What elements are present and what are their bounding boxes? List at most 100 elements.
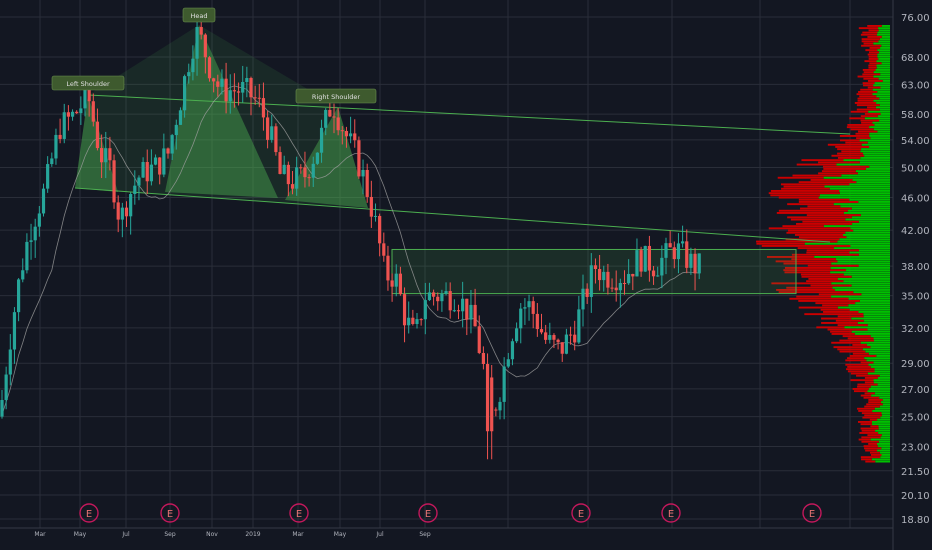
candle [490,364,494,460]
earnings-marker[interactable]: E [79,503,99,523]
candle [432,289,436,306]
volume-bar-down [869,47,881,49]
volume-bar-up [878,425,890,428]
volume-bar-down [831,341,861,344]
volume-bar-down [862,31,878,34]
volume-bar-down [761,245,851,247]
volume-bar-up [845,231,890,234]
candle-body [349,133,353,137]
volume-bar-down [854,102,877,104]
candle-body [178,110,183,125]
volume-bar-up [855,170,890,173]
volume-bar-down [787,203,834,206]
volume-bar-up [858,220,890,223]
candle [236,82,241,106]
candle [402,287,407,343]
volume-bar-up [837,260,890,263]
candle [693,248,697,291]
earnings-marker-circle [661,503,681,523]
volume-bar-down [776,212,844,214]
volume-bar-down [863,77,879,80]
earnings-marker[interactable]: E [160,503,180,523]
candle [589,253,593,313]
volume-bar-up [877,449,890,452]
volume-bar-up [881,454,890,456]
volume-bar-up [882,403,890,406]
candle [158,157,162,185]
volume-bar-down [783,185,825,188]
volume-bar-down [860,394,872,397]
candle-body [610,287,614,289]
candle [564,328,568,355]
volume-bar-up [874,124,890,126]
earnings-marker[interactable]: E [289,503,309,523]
earnings-marker-text: E [668,509,674,520]
earnings-marker[interactable]: E [571,503,591,523]
volume-bar-up [859,161,890,164]
earnings-marker-circle [160,503,180,523]
y-tick-label: 25.00 [901,413,930,424]
volume-bar-up [874,392,890,395]
volume-bar-down [837,324,868,327]
volume-bar-down [822,304,849,307]
y-tick-label: 32.00 [901,324,930,335]
candle [212,77,216,93]
candle [361,159,365,195]
volume-bar-down [856,374,880,377]
annotation-label: Right Shoulder [295,88,377,104]
earnings-marker-circle [571,503,591,523]
volume-bar-down [821,322,858,324]
candle [349,116,353,144]
candle [398,266,402,296]
volume-bar-down [798,198,850,201]
volume-bar-up [870,385,890,388]
candle [37,206,41,237]
volume-bar-up [839,238,890,241]
volume-bar-up [875,429,890,432]
volume-bar-down [855,132,870,135]
candle-body [668,243,672,248]
volume-bar-down [798,201,859,203]
volume-bar-up [839,190,890,192]
volume-bar-up [851,275,890,278]
volume-bar-up [858,201,890,203]
candle-body [124,207,129,217]
candle [456,304,461,320]
candle [473,288,477,327]
candle [394,264,398,297]
candle [535,303,539,337]
volume-bar-up [876,60,890,63]
candle [149,149,153,186]
candle [427,282,432,302]
volume-bar-up [851,216,890,219]
volume-bar-down [820,308,850,311]
volume-bar-down [827,143,862,146]
candle-body [153,157,158,165]
y-tick-label: 21.50 [901,467,930,478]
price-axis[interactable]: 76.00 68.00 63.00 58.00 54.00 50.00 46.00 42.00… [892,0,930,550]
earnings-marker[interactable]: E [661,503,681,523]
candle [448,282,452,319]
volume-bar-up [877,130,890,133]
candle-body [672,247,676,260]
volume-bar-up [865,168,890,170]
candle [311,156,315,188]
time-axis[interactable]: Mar May Jul Sep Nov 2019 Mar May Jul Sep [0,527,893,538]
volume-bar-up [873,361,890,364]
volume-bar-up [868,388,890,390]
candle [0,390,4,419]
candle-body [465,298,469,320]
volume-bar-down [868,64,877,67]
candle-body [419,319,423,321]
candle-body [407,317,411,326]
candle [232,73,236,108]
earnings-marker[interactable]: E [802,503,822,523]
volume-bar-down [849,117,865,120]
volume-bar-down [860,115,878,118]
volume-bar-down [869,451,880,454]
earnings-marker[interactable]: E [418,503,438,523]
candle-body [353,133,357,141]
candle-body [627,273,631,284]
